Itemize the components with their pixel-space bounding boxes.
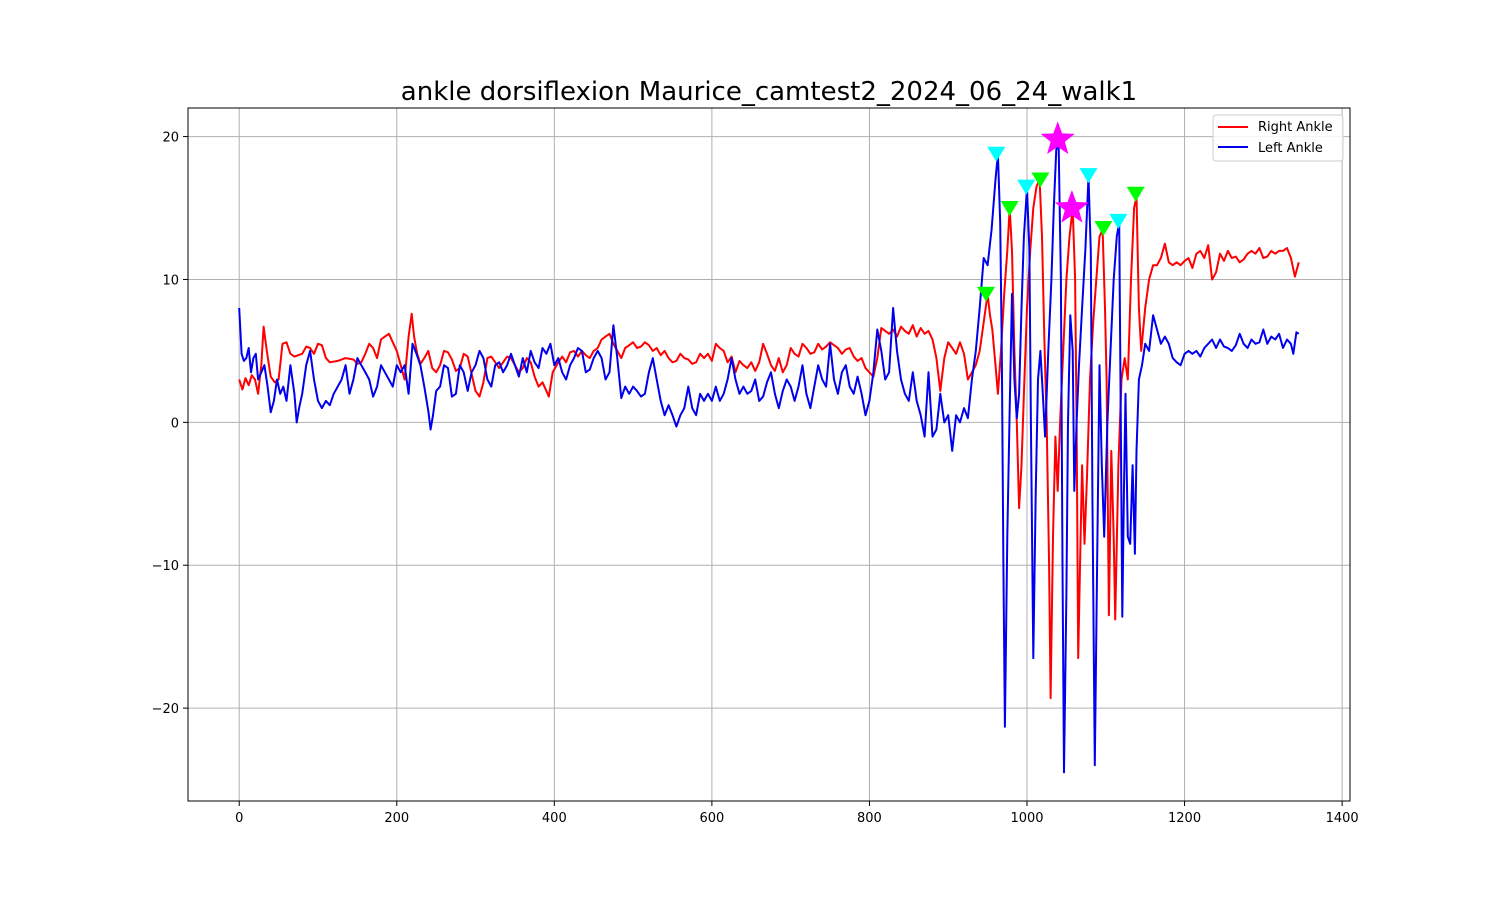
x-tick-label: 800	[857, 811, 882, 826]
x-tick-label: 1200	[1168, 811, 1201, 826]
x-tick-label: 1400	[1326, 811, 1359, 826]
y-tick-label: 0	[171, 416, 179, 431]
x-tick-label: 600	[699, 811, 724, 826]
peak-marker-triangle	[1079, 168, 1098, 184]
peak-marker-triangle	[1109, 213, 1128, 229]
y-axis: −20 −10 0 10 20	[152, 131, 188, 717]
x-tick-label: 0	[235, 811, 243, 826]
series-line-right-ankle	[238, 178, 1300, 700]
x-tick-label: 400	[542, 811, 567, 826]
plot-frame	[187, 107, 1351, 802]
grid-lines	[188, 108, 1350, 801]
legend-label-right-ankle: Right Ankle	[1258, 120, 1333, 135]
x-tick-label: 200	[384, 811, 409, 826]
legend: Right Ankle Left Ankle	[1212, 114, 1344, 162]
peak-marker-triangle	[1094, 221, 1113, 237]
peak-marker-triangle	[1126, 186, 1145, 202]
series-line-left-ankle	[238, 135, 1300, 774]
x-axis: 0 200 400 600 800 1000 1200 1400	[235, 801, 1359, 826]
chart-title: ankle dorsiflexion Maurice_camtest2_2024…	[401, 77, 1137, 107]
peak-marker-triangle	[1000, 201, 1019, 217]
x-tick-label: 1000	[1010, 811, 1043, 826]
peak-marker-triangle	[977, 286, 996, 302]
peak-marker-star	[1054, 190, 1089, 223]
y-tick-label: 10	[162, 273, 179, 288]
peak-marker-triangle	[1031, 172, 1050, 188]
y-tick-label: 20	[162, 131, 179, 146]
legend-label-left-ankle: Left Ankle	[1258, 141, 1323, 156]
peak-marker-triangle	[1017, 179, 1036, 195]
y-tick-label: −10	[152, 559, 179, 574]
plot-area	[238, 121, 1300, 774]
y-tick-label: −20	[152, 702, 179, 717]
peak-marker-star	[1040, 121, 1075, 154]
peak-marker-triangle	[987, 146, 1006, 162]
